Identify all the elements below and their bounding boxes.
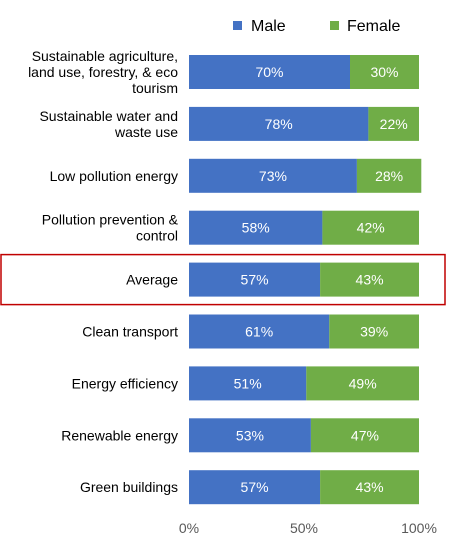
data-label-male-5: 61%: [245, 324, 273, 340]
data-label-female-7: 47%: [351, 427, 379, 443]
category-label-2: Low pollution energy: [50, 168, 178, 184]
data-label-female-5: 39%: [360, 324, 388, 340]
data-label-female-1: 22%: [380, 116, 408, 132]
data-label-female-3: 42%: [357, 220, 385, 236]
highlight-box-layer: [0, 253, 446, 306]
legend: Male Female: [233, 18, 400, 35]
bar-male-8: [189, 470, 321, 505]
data-label-male-7: 53%: [236, 427, 264, 443]
data-label-male-6: 51%: [234, 375, 262, 391]
data-label-male-2: 73%: [259, 168, 287, 184]
bar-female-0: [350, 55, 419, 89]
bar-male-2: [189, 158, 357, 193]
data-label-female-8: 43%: [356, 479, 384, 495]
bar-female-2: [356, 158, 422, 193]
data-label-male-8: 57%: [241, 479, 269, 495]
category-label-8: Green buildings: [80, 479, 178, 495]
bar-female-7: [310, 418, 419, 453]
legend-label-female: Female: [347, 18, 400, 35]
data-label-male-4: 57%: [241, 272, 269, 288]
x-tick-label-1: 50%: [290, 520, 318, 536]
bar-female-5: [329, 314, 419, 349]
category-label-3: Pollution prevention & control: [42, 212, 179, 244]
data-label-male-1: 78%: [265, 116, 293, 132]
bar-female-3: [322, 210, 419, 245]
bar-male-6: [189, 366, 307, 401]
data-label-female-2: 28%: [375, 168, 403, 184]
category-label-0: Sustainable agriculture, land use, forest…: [28, 48, 178, 96]
bars-layer: 70% 30% 78% 22% 73% 28% 58% 42% 57% 43% 61% 39% 51% 4…: [189, 55, 422, 505]
legend-swatch-female: [330, 21, 339, 30]
bar-male-5: [189, 314, 330, 349]
bar-male-3: [189, 210, 323, 245]
category-label-6: Energy efficiency: [72, 375, 178, 391]
bar-male-0: [189, 55, 350, 89]
bar-female-4: [320, 262, 419, 297]
bar-female-1: [368, 106, 419, 141]
bar-male-7: [189, 418, 311, 453]
highlight-box: [0, 253, 446, 306]
x-tick-label-0: 0%: [179, 520, 199, 536]
bar-female-6: [306, 366, 419, 401]
category-label-4: Average: [126, 272, 178, 288]
legend-label-male: Male: [251, 18, 286, 35]
category-labels-layer: Sustainable agriculture, land use, forest…: [28, 48, 179, 495]
bar-male-1: [189, 106, 369, 141]
category-label-5: Clean transport: [82, 324, 178, 340]
data-label-female-4: 43%: [356, 272, 384, 288]
x-tick-label-2: 100%: [401, 520, 437, 536]
data-label-male-3: 58%: [242, 220, 270, 236]
category-label-1: Sustainable water and waste use: [39, 108, 178, 140]
category-label-7: Renewable energy: [61, 427, 178, 443]
bar-female-8: [320, 470, 419, 505]
data-label-male-0: 70%: [255, 64, 283, 80]
legend-swatch-male: [233, 21, 242, 30]
data-label-female-0: 30%: [370, 64, 398, 80]
x-axis-ticks-layer: 0% 50% 100%: [179, 520, 437, 536]
data-label-female-6: 49%: [349, 375, 377, 391]
bar-male-4: [189, 262, 321, 297]
